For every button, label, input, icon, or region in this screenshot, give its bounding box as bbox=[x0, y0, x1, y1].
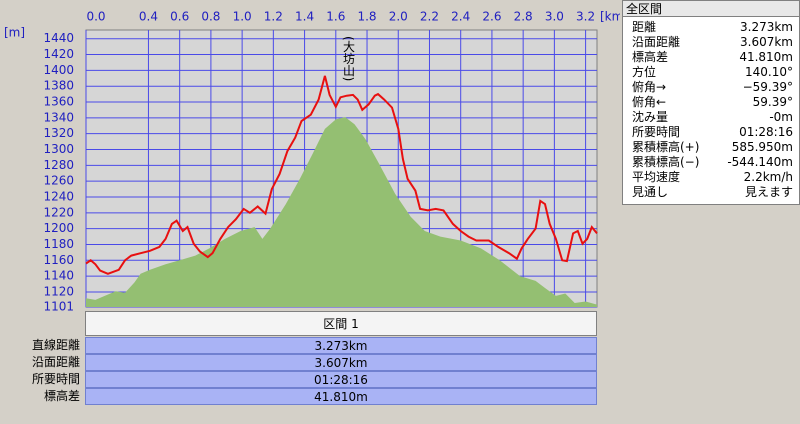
row-label: 直線距離 bbox=[31, 338, 80, 352]
y-tick-label: 1101 bbox=[43, 300, 74, 314]
panel-value: 3.273km bbox=[740, 20, 793, 34]
row-label: 標高差 bbox=[43, 389, 80, 403]
y-unit: [m] bbox=[4, 26, 25, 40]
panel-label: 俯角→ bbox=[632, 80, 667, 94]
panel-value: 見えます bbox=[744, 185, 793, 199]
x-tick-label: 0.4 bbox=[139, 10, 158, 24]
y-tick-label: 1360 bbox=[43, 95, 74, 109]
panel-label: 所要時間 bbox=[632, 125, 681, 139]
panel-label: 沈み量 bbox=[632, 110, 669, 124]
panel-value: -0m bbox=[769, 110, 793, 124]
panel-value: 3.607km bbox=[740, 35, 793, 49]
x-tick-label: 1.6 bbox=[326, 10, 345, 24]
row-value: 41.810m bbox=[85, 388, 597, 405]
elevation-line bbox=[85, 75, 598, 275]
x-tick-label: 1.0 bbox=[233, 10, 252, 24]
terrain-area bbox=[86, 117, 597, 307]
x-tick-label: 0.8 bbox=[201, 10, 220, 24]
y-tick-label: 1320 bbox=[43, 126, 74, 140]
y-tick-label: 1400 bbox=[43, 63, 74, 77]
y-tick-label: 1440 bbox=[43, 31, 74, 45]
x-unit: [km] bbox=[600, 10, 620, 24]
y-tick-label: 1240 bbox=[43, 189, 74, 203]
panel-label: 距離 bbox=[632, 20, 657, 34]
panel-value: 59.39° bbox=[752, 95, 793, 109]
y-tick-label: 1140 bbox=[43, 269, 74, 283]
row-label: 所要時間 bbox=[31, 372, 80, 386]
row-label: 沿面距離 bbox=[31, 355, 80, 369]
panel-value: 41.810m bbox=[739, 50, 793, 64]
x-tick-label: 1.2 bbox=[264, 10, 283, 24]
x-tick-label: 3.0 bbox=[545, 10, 564, 24]
panel-value: 140.10° bbox=[745, 65, 793, 79]
panel-value: 01:28:16 bbox=[739, 125, 793, 139]
y-tick-label: 1180 bbox=[43, 237, 74, 251]
x-tick-label: 2.0 bbox=[389, 10, 408, 24]
row-value: 01:28:16 bbox=[85, 371, 597, 388]
x-tick-label: 1.8 bbox=[357, 10, 376, 24]
x-tick-label: 2.2 bbox=[420, 10, 439, 24]
y-tick-label: 1160 bbox=[43, 253, 74, 267]
panel-title: 全区間 bbox=[623, 1, 799, 17]
x-tick-label: 1.4 bbox=[295, 10, 314, 24]
x-tick-label: 0.0 bbox=[86, 10, 105, 24]
y-tick-label: 1280 bbox=[43, 158, 74, 172]
panel-label: 標高差 bbox=[632, 50, 669, 64]
x-tick-label: 3.2 bbox=[576, 10, 595, 24]
panel-value: 585.950m bbox=[731, 140, 793, 154]
panel-value: 2.2km/h bbox=[743, 170, 793, 184]
panel-label: 沿面距離 bbox=[632, 35, 681, 49]
y-tick-label: 1300 bbox=[43, 142, 74, 156]
panel-value: -544.140m bbox=[727, 155, 793, 169]
table-header: 区間 1 bbox=[85, 311, 597, 336]
peak-annotation: (大坊山) bbox=[342, 36, 356, 81]
x-tick-label: 2.6 bbox=[482, 10, 501, 24]
row-value: 3.607km bbox=[85, 354, 597, 371]
y-tick-label: 1380 bbox=[43, 79, 74, 93]
y-tick-label: 1420 bbox=[43, 47, 74, 61]
panel-value: −59.39° bbox=[742, 80, 793, 94]
panel-label: 累積標高(−) bbox=[632, 155, 700, 169]
panel-label: 方位 bbox=[632, 65, 657, 79]
y-tick-label: 1200 bbox=[43, 221, 74, 235]
y-tick-label: 1340 bbox=[43, 110, 74, 124]
x-tick-label: 2.4 bbox=[451, 10, 470, 24]
y-tick-label: 1260 bbox=[43, 174, 74, 188]
x-tick-label: 2.8 bbox=[514, 10, 533, 24]
panel-label: 見通し bbox=[632, 185, 669, 199]
info-panel: 全区間距離 3.273km 沿面距離 3.607km 標高差 41.810m 方位 140.1… bbox=[622, 0, 800, 205]
panel-label: 累積標高(+) bbox=[632, 140, 700, 154]
section-table: 区間 1 直線距離 3.273km 沿面距離 3.607km 所要時間 01:28:16 標高… bbox=[0, 310, 600, 410]
panel-label: 俯角← bbox=[632, 95, 667, 109]
x-tick-label: 0.6 bbox=[170, 10, 189, 24]
panel-label: 平均速度 bbox=[632, 170, 681, 184]
row-value: 3.273km bbox=[85, 337, 597, 354]
y-tick-label: 1220 bbox=[43, 205, 74, 219]
y-tick-label: 1120 bbox=[43, 284, 74, 298]
